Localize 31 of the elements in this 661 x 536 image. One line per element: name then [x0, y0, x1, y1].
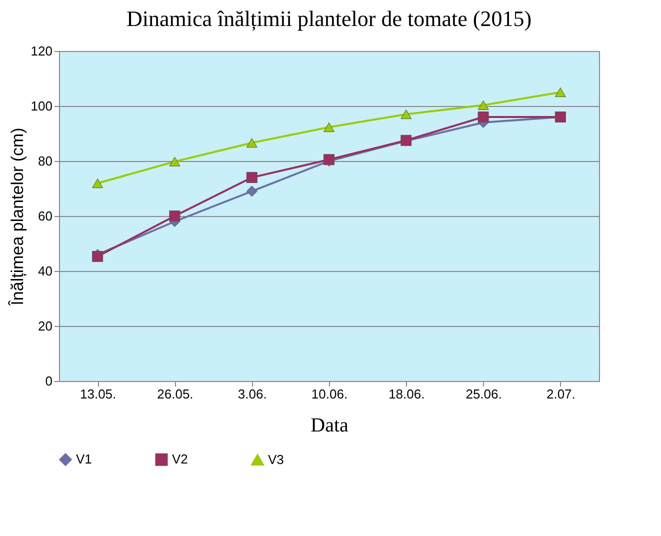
y-tick-label: 60: [38, 208, 52, 224]
chart-title: Dinamica înălțimii plantelor de tomate (2015): [126, 6, 532, 31]
point: [246, 186, 258, 197]
legend-label: V2: [172, 452, 188, 467]
point: [478, 112, 489, 122]
point: [554, 87, 566, 98]
y-axis-title: Înălțimea plantelor (cm): [8, 128, 27, 306]
y-tick-label: 100: [30, 98, 52, 114]
legend-label: V1: [76, 452, 92, 467]
point: [478, 100, 489, 110]
x-tick-label: 3.06.: [238, 386, 267, 402]
point: [400, 109, 412, 120]
point: [324, 122, 334, 132]
x-axis-title: Data: [310, 414, 348, 436]
legend-label: V3: [268, 452, 284, 467]
point: [169, 156, 180, 166]
y-tick-label: 0: [45, 374, 52, 388]
point: [92, 178, 104, 188]
y-tick-label: 120: [30, 44, 52, 58]
x-tick-label: 10.06.: [311, 386, 348, 402]
y-tick-label: 20: [38, 318, 52, 334]
y-tick-label: 80: [38, 154, 52, 168]
x-tick-label: 26.05.: [157, 386, 194, 402]
point: [246, 138, 258, 148]
y-tick-label: 40: [38, 264, 52, 278]
x-tick-label: 13.05.: [80, 386, 116, 402]
x-tick-label: 2.07.: [546, 386, 576, 402]
point: [169, 210, 180, 222]
x-tick-label: 25.06.: [466, 386, 502, 402]
point: [246, 172, 258, 183]
x-tick-label: 18.06.: [388, 386, 425, 402]
